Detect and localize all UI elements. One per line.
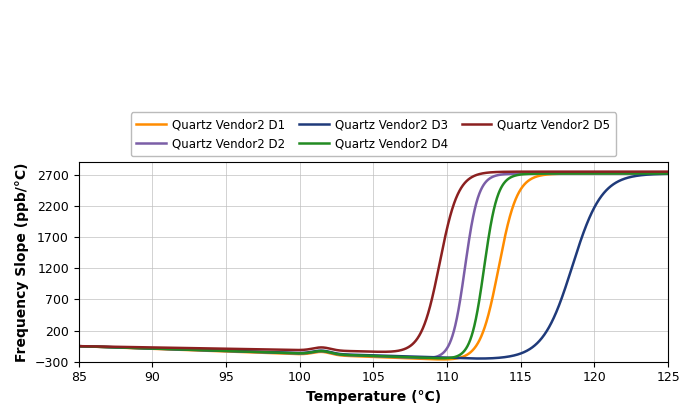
Quartz Vendor2 D2 — [589, 171, 598, 176]
Quartz Vendor2 D4 — [300, 351, 309, 356]
X-axis label: Temperature (°C): Temperature (°C) — [306, 390, 441, 404]
Quartz Vendor2 D2 — [653, 171, 661, 176]
Quartz Vendor2 D1 — [589, 171, 598, 176]
Quartz Vendor2 D2 — [142, 346, 150, 351]
Quartz Vendor2 D3 — [326, 349, 334, 354]
Legend: Quartz Vendor2 D1, Quartz Vendor2 D2, Quartz Vendor2 D3, Quartz Vendor2 D4, Quar: Quartz Vendor2 D1, Quartz Vendor2 D2, Qu… — [131, 112, 616, 156]
Quartz Vendor2 D3 — [589, 207, 598, 212]
Quartz Vendor2 D3 — [142, 346, 150, 351]
Quartz Vendor2 D4 — [177, 347, 185, 352]
Line: Quartz Vendor2 D1: Quartz Vendor2 D1 — [79, 173, 668, 360]
Quartz Vendor2 D1 — [177, 347, 185, 352]
Quartz Vendor2 D4 — [653, 171, 661, 176]
Quartz Vendor2 D3 — [177, 347, 185, 352]
Quartz Vendor2 D5 — [589, 169, 598, 174]
Quartz Vendor2 D4 — [437, 356, 445, 361]
Quartz Vendor2 D4 — [74, 344, 83, 349]
Quartz Vendor2 D3 — [664, 171, 672, 176]
Quartz Vendor2 D2 — [177, 347, 185, 352]
Quartz Vendor2 D2 — [300, 351, 309, 356]
Quartz Vendor2 D5 — [653, 169, 661, 174]
Quartz Vendor2 D2 — [326, 350, 334, 355]
Quartz Vendor2 D3 — [300, 350, 309, 355]
Line: Quartz Vendor2 D2: Quartz Vendor2 D2 — [79, 173, 668, 358]
Quartz Vendor2 D3 — [653, 172, 661, 177]
Quartz Vendor2 D1 — [142, 346, 150, 351]
Line: Quartz Vendor2 D3: Quartz Vendor2 D3 — [79, 174, 668, 359]
Quartz Vendor2 D5 — [177, 346, 185, 351]
Quartz Vendor2 D5 — [326, 346, 334, 351]
Quartz Vendor2 D1 — [653, 171, 661, 176]
Quartz Vendor2 D2 — [74, 344, 83, 349]
Quartz Vendor2 D1 — [300, 352, 309, 357]
Quartz Vendor2 D1 — [326, 351, 334, 356]
Quartz Vendor2 D2 — [420, 355, 428, 360]
Quartz Vendor2 D3 — [74, 344, 83, 349]
Quartz Vendor2 D5 — [664, 169, 672, 174]
Y-axis label: Frequency Slope (ppb/°C): Frequency Slope (ppb/°C) — [15, 162, 29, 362]
Quartz Vendor2 D2 — [664, 171, 672, 176]
Quartz Vendor2 D5 — [74, 344, 83, 349]
Quartz Vendor2 D4 — [142, 346, 150, 351]
Quartz Vendor2 D1 — [74, 344, 83, 349]
Quartz Vendor2 D5 — [378, 349, 386, 354]
Quartz Vendor2 D4 — [664, 171, 672, 176]
Quartz Vendor2 D4 — [326, 350, 334, 355]
Quartz Vendor2 D4 — [589, 171, 598, 176]
Line: Quartz Vendor2 D4: Quartz Vendor2 D4 — [79, 173, 668, 358]
Quartz Vendor2 D5 — [142, 345, 150, 350]
Quartz Vendor2 D1 — [664, 171, 672, 176]
Quartz Vendor2 D5 — [300, 347, 309, 352]
Quartz Vendor2 D3 — [475, 356, 484, 361]
Line: Quartz Vendor2 D5: Quartz Vendor2 D5 — [79, 172, 668, 352]
Quartz Vendor2 D1 — [438, 357, 446, 362]
